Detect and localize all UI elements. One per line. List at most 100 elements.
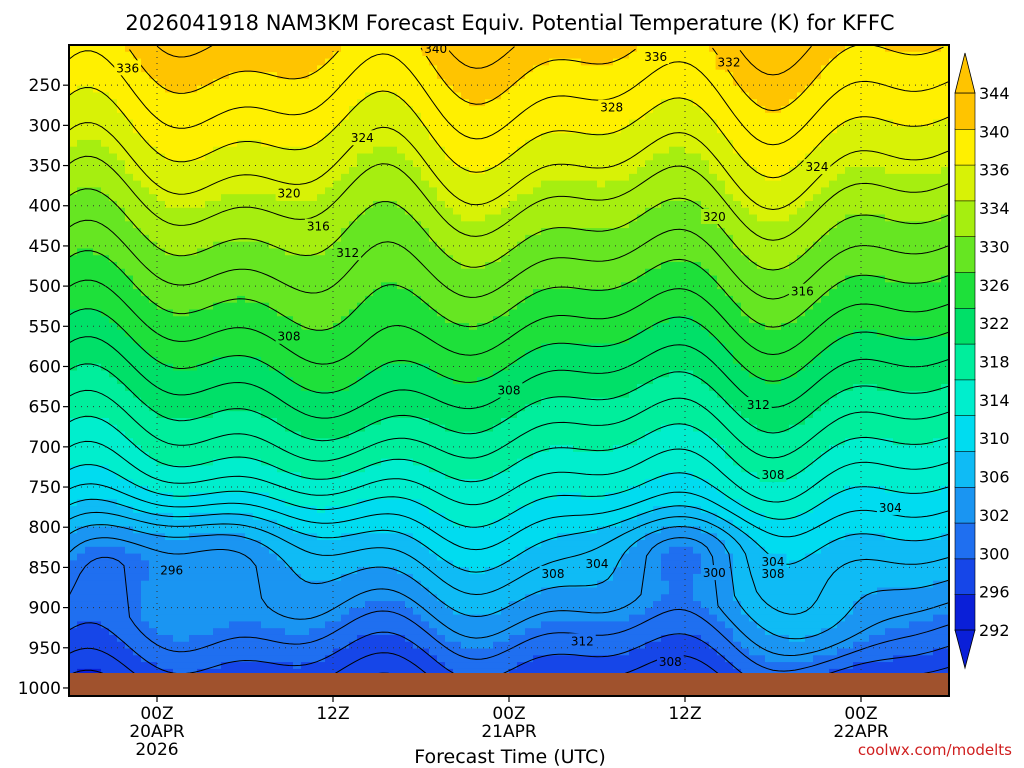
field-cell xyxy=(93,207,102,216)
field-cell xyxy=(109,465,118,473)
field-cell xyxy=(341,180,350,189)
field-cell xyxy=(109,92,118,100)
field-cell xyxy=(101,329,110,338)
field-cell xyxy=(309,282,318,290)
field-cell xyxy=(405,323,414,331)
field-cell xyxy=(285,601,294,609)
field-cell xyxy=(429,594,438,602)
field-cell xyxy=(261,160,270,168)
field-cell xyxy=(389,384,398,392)
field-cell xyxy=(333,424,342,433)
field-cell xyxy=(101,573,110,582)
field-cell xyxy=(357,424,366,433)
field-cell xyxy=(173,139,182,148)
field-cell xyxy=(213,363,222,372)
field-cell xyxy=(373,262,382,270)
field-cell xyxy=(429,323,438,331)
field-cell xyxy=(181,614,190,623)
field-cell xyxy=(301,397,310,406)
field-cell xyxy=(421,221,430,229)
field-cell xyxy=(405,302,414,311)
field-cell xyxy=(381,323,390,331)
field-cell xyxy=(229,519,238,528)
field-cell xyxy=(293,580,302,589)
field-cell xyxy=(381,45,390,53)
field-cell xyxy=(317,133,326,141)
field-cell xyxy=(253,133,262,141)
field-cell xyxy=(277,390,286,399)
field-cell xyxy=(301,289,310,297)
field-cell xyxy=(173,662,182,670)
field-cell xyxy=(469,350,478,358)
field-cell xyxy=(453,329,462,338)
field-cell xyxy=(445,241,454,250)
field-cell xyxy=(373,343,382,351)
field-cell xyxy=(453,573,462,582)
field-cell xyxy=(277,78,286,87)
field-cell xyxy=(165,417,174,426)
field-cell xyxy=(141,492,150,500)
field-cell xyxy=(293,221,302,229)
field-cell xyxy=(261,397,270,406)
field-cell xyxy=(213,316,222,324)
field-cell xyxy=(301,567,310,575)
field-cell xyxy=(117,336,126,344)
field-cell xyxy=(77,621,86,629)
field-cell xyxy=(85,92,94,100)
field-cell xyxy=(341,533,350,541)
field-cell xyxy=(309,126,318,134)
field-cell xyxy=(133,262,142,270)
field-cell xyxy=(405,350,414,358)
field-cell xyxy=(93,72,102,80)
field-cell xyxy=(141,628,150,636)
field-cell xyxy=(69,72,78,80)
field-cell xyxy=(173,377,182,385)
field-cell xyxy=(125,255,134,263)
field-cell xyxy=(77,390,86,399)
field-cell xyxy=(421,370,430,378)
field-cell xyxy=(293,85,302,94)
field-cell xyxy=(477,234,486,243)
field-cell xyxy=(253,614,262,623)
field-cell xyxy=(341,51,350,60)
field-cell xyxy=(341,350,350,358)
field-cell xyxy=(133,350,142,358)
field-cell xyxy=(293,234,302,243)
field-cell xyxy=(437,621,446,629)
field-cell xyxy=(269,58,278,66)
field-cell xyxy=(469,458,478,467)
field-cell xyxy=(429,275,438,283)
field-cell xyxy=(157,540,166,548)
field-cell xyxy=(333,607,342,616)
field-cell xyxy=(341,99,350,107)
field-cell xyxy=(437,92,446,100)
field-cell xyxy=(221,560,230,568)
field-cell xyxy=(117,431,126,439)
field-cell xyxy=(349,363,358,372)
field-cell xyxy=(133,424,142,433)
field-cell xyxy=(117,587,126,595)
field-cell xyxy=(109,648,118,656)
field-cell xyxy=(141,255,150,263)
field-cell xyxy=(277,72,286,80)
field-cell xyxy=(213,106,222,114)
field-cell xyxy=(277,431,286,439)
field-cell xyxy=(85,106,94,114)
field-cell xyxy=(101,580,110,589)
field-cell xyxy=(189,580,198,589)
field-cell xyxy=(269,187,278,195)
field-cell xyxy=(421,621,430,629)
field-cell xyxy=(309,655,318,663)
field-cell xyxy=(469,106,478,114)
field-cell xyxy=(405,58,414,66)
field-cell xyxy=(85,668,94,677)
field-cell xyxy=(389,106,398,114)
field-cell xyxy=(141,153,150,161)
field-cell xyxy=(325,248,334,256)
field-cell xyxy=(157,438,166,446)
field-cell xyxy=(309,160,318,168)
field-cell xyxy=(205,255,214,263)
field-cell xyxy=(237,350,246,358)
field-cell xyxy=(245,336,254,344)
field-cell xyxy=(69,282,78,290)
